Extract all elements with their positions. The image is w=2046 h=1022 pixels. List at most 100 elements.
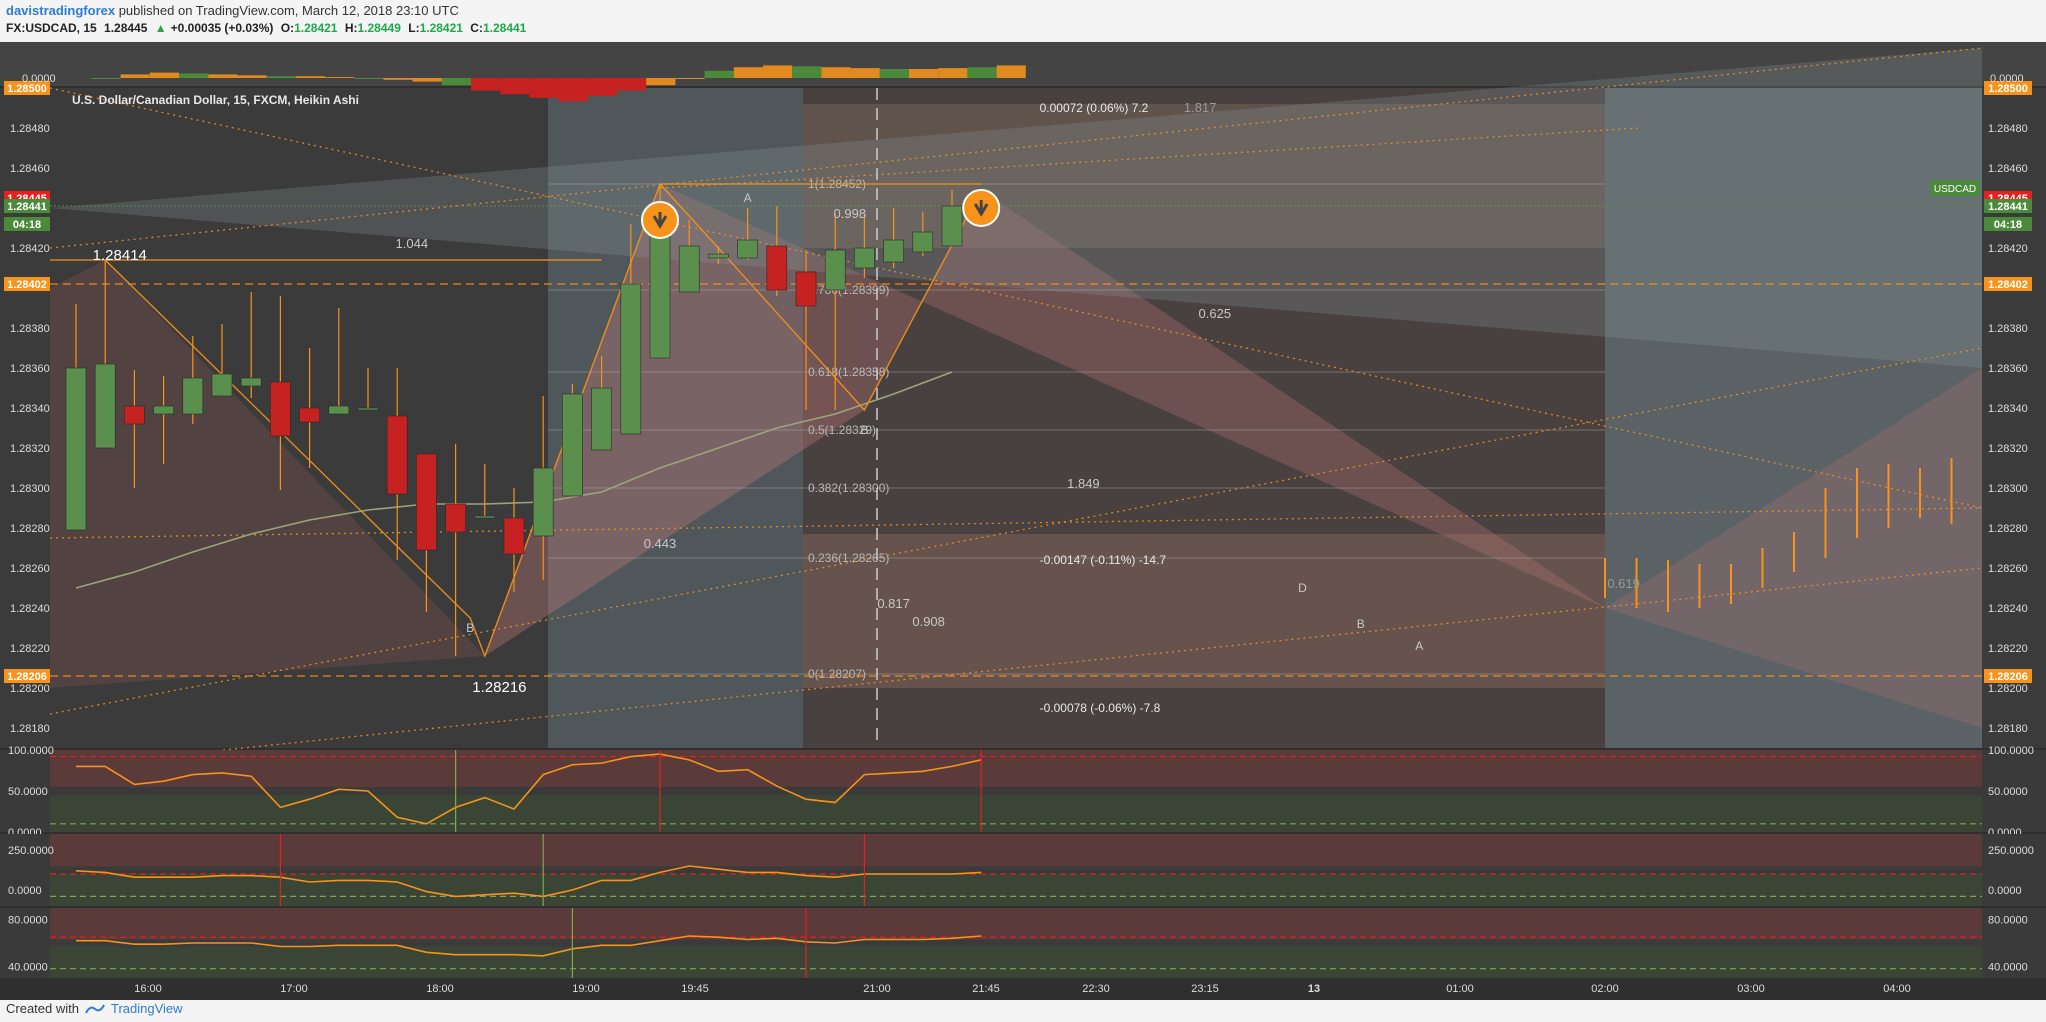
- chart-annotation: A: [744, 191, 752, 205]
- pattern-shape: [50, 48, 1982, 368]
- chart-annotation: B: [466, 621, 474, 635]
- candle-body: [766, 245, 788, 291]
- strip-bar: [733, 67, 763, 78]
- strip-bar: [646, 78, 676, 86]
- price-badge: [1984, 217, 2032, 231]
- fib-level-label: 0.5(1.28329): [808, 423, 876, 437]
- candle-body: [182, 377, 204, 415]
- publish-header: davistradingforex published on TradingVi…: [6, 3, 459, 18]
- x-tick-label: 04:00: [1883, 983, 1911, 995]
- candle-body: [795, 271, 817, 307]
- oscillator-1-overbought-band: [50, 750, 1982, 787]
- strip-y-label-left: 0.0000: [22, 73, 56, 85]
- candle-body: [678, 245, 700, 293]
- y-tick-label-left: 1.28200: [10, 683, 50, 695]
- price-badge: [4, 669, 50, 683]
- price-badge: [4, 217, 50, 231]
- candle-body: [153, 405, 174, 415]
- fib-level-label: 0.382(1.28300): [808, 481, 889, 495]
- oscillator-1-y-label-right: 100.0000: [1988, 745, 2034, 757]
- y-tick-label-right: 1.28460: [1988, 163, 2028, 175]
- strip-bar: [149, 72, 179, 78]
- x-tick-label: 22:30: [1082, 983, 1110, 995]
- symbol-tag-label: USDCAD: [1934, 184, 1976, 195]
- up-arrow-icon: ▲: [154, 21, 167, 35]
- low-label: L:: [408, 21, 420, 35]
- y-tick-label-left: 1.28260: [10, 563, 50, 575]
- price-badge: [1984, 81, 2032, 95]
- footer: Created with TradingView: [6, 1001, 183, 1016]
- candle-body: [708, 253, 729, 259]
- strip-bar: [266, 76, 296, 78]
- trend-line: [659, 127, 1641, 189]
- candle-body: [562, 393, 583, 497]
- strip-bar: [909, 69, 939, 78]
- strip-bar: [704, 70, 734, 78]
- pattern-shape: [50, 260, 485, 688]
- tradingview-link[interactable]: TradingView: [110, 1001, 183, 1016]
- y-tick-label-right: 1.28300: [1988, 483, 2028, 495]
- x-tick-label: 01:00: [1446, 983, 1474, 995]
- published-text: published on TradingView.com, March 12, …: [115, 3, 459, 18]
- tradingview-logo-icon: [85, 1003, 105, 1015]
- price-badge-label: 1.28441: [1988, 201, 2028, 213]
- chart-annotation: 1.28216: [472, 679, 526, 696]
- candle-body: [94, 363, 116, 449]
- strip-bar: [617, 78, 647, 91]
- created-with-label: Created with: [6, 1001, 79, 1016]
- down-arrow-icon: [652, 212, 668, 229]
- chart-annotation: 0.908: [912, 614, 945, 629]
- chart-annotation: 0.625: [1199, 306, 1232, 321]
- fib-level-label: 0.236(1.28265): [808, 551, 889, 565]
- candle-body: [270, 381, 291, 437]
- y-tick-label-left: 1.28360: [10, 363, 50, 375]
- strip-bar: [237, 75, 267, 78]
- oscillator-3-overbought-band: [50, 908, 1982, 940]
- strip-bar: [850, 68, 880, 78]
- strip-bar: [529, 78, 559, 98]
- price-badge-label: 1.28441: [7, 201, 47, 213]
- strip-bar: [471, 78, 501, 91]
- author-link[interactable]: davistradingforex: [6, 3, 116, 18]
- x-tick-label: 23:15: [1191, 983, 1219, 995]
- strip-bar: [763, 65, 793, 78]
- close-label: C:: [470, 21, 483, 35]
- oscillator-2-y-label-left: 250.0000: [8, 845, 54, 857]
- y-tick-label-right: 1.28240: [1988, 603, 2028, 615]
- y-tick-label-left: 1.28220: [10, 643, 50, 655]
- y-tick-label-left: 1.28480: [10, 123, 50, 135]
- candle-body: [240, 377, 262, 387]
- chart-annotation: 1.28414: [93, 247, 147, 264]
- candle-body: [474, 515, 496, 519]
- chart-area[interactable]: 1.28500 1.28500 1.28480 1.28480 1.28460 1.284…: [0, 42, 2046, 1000]
- y-tick-label-right: 1.28360: [1988, 363, 2028, 375]
- x-tick-label: 21:00: [863, 983, 891, 995]
- zone-shade: [548, 88, 803, 748]
- low-value: 1.28421: [419, 21, 463, 35]
- price-badge-label: 04:18: [13, 219, 41, 231]
- strip-bar: [996, 65, 1026, 78]
- chart-annotation: 1.849: [1067, 476, 1100, 491]
- x-tick-label: 18:00: [426, 983, 454, 995]
- oscillator-2-y-label-left: 0.0000: [8, 885, 42, 897]
- oscillator-1-y-label-left: 100.0000: [8, 745, 54, 757]
- y-tick-label-left: 1.28180: [10, 723, 50, 735]
- y-tick-label-left: 1.28340: [10, 403, 50, 415]
- strip-bar: [208, 74, 238, 78]
- strip-bar: [821, 67, 851, 78]
- candle-body: [503, 517, 525, 555]
- oscillator-2-overbought-band: [50, 834, 1982, 867]
- chart-annotation: B: [860, 423, 868, 437]
- candle-body: [416, 453, 437, 551]
- y-tick-label-left: 1.28320: [10, 443, 50, 455]
- strip-bar: [325, 77, 355, 78]
- strip-bar: [675, 78, 705, 79]
- y-tick-label-right: 1.28320: [1988, 443, 2028, 455]
- price-badge-label: 04:18: [1994, 219, 2022, 231]
- price-badge-label: 1.28402: [1988, 279, 2028, 291]
- oscillator-2-y-label-right: 250.0000: [1988, 845, 2034, 857]
- x-tick-label: 19:00: [572, 983, 600, 995]
- oscillator-3-y-label-left: 80.0000: [8, 915, 48, 927]
- price-badge-label: 1.28206: [1988, 671, 2028, 683]
- strip-bar: [295, 76, 325, 78]
